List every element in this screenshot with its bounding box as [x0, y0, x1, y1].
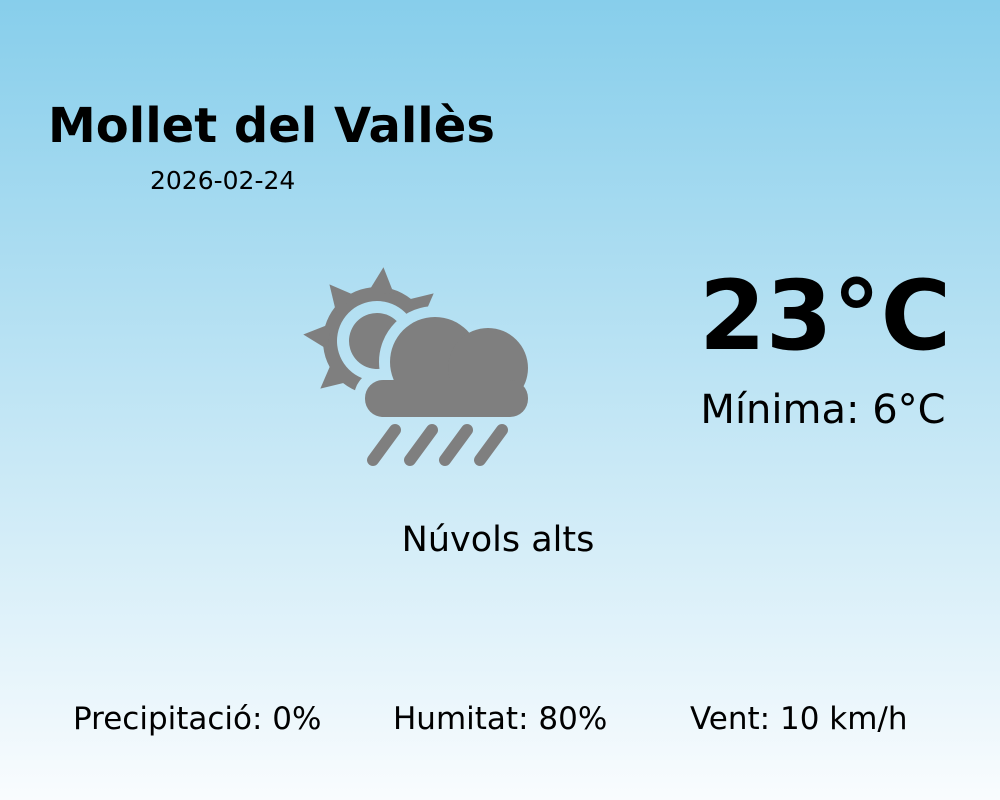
- min-temperature-label: Mínima: 6°C: [700, 387, 946, 433]
- temperature-value: 23°C: [698, 260, 952, 372]
- rain-icon: [367, 424, 508, 466]
- precipitation-label: Precipitació: 0%: [73, 701, 322, 737]
- wind-label: Vent: 10 km/h: [690, 701, 908, 737]
- page-title: Mollet del Vallès: [48, 98, 495, 154]
- condition-label: Núvols alts: [401, 520, 595, 560]
- date-label: 2026-02-24: [150, 166, 296, 195]
- humidity-label: Humitat: 80%: [393, 701, 608, 737]
- sun-behind-rain-cloud-icon: [303, 267, 528, 466]
- weather-icon-container: [295, 258, 540, 473]
- cloud-icon: [365, 317, 528, 417]
